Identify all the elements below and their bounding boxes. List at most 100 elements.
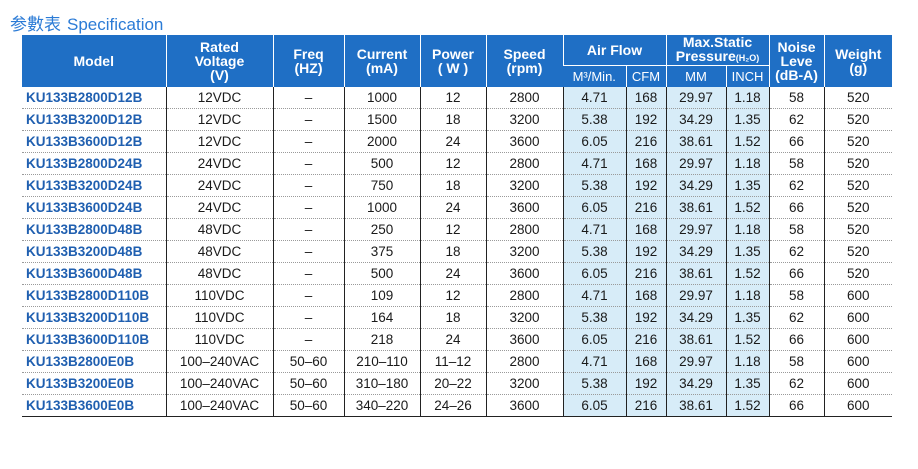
cell-pressure-inch: 1.18 bbox=[725, 350, 770, 373]
table-row: KU133B2800E0B 100–240VAC 50–60 210–110 11–12… bbox=[22, 350, 893, 373]
cell-noise: 58 bbox=[768, 284, 825, 307]
cell-power: 12 bbox=[419, 284, 486, 307]
cell-model: KU133B3200D24B bbox=[22, 174, 166, 197]
cell-weight: 520 bbox=[823, 87, 893, 109]
cell-pressure-mm: 29.97 bbox=[665, 350, 727, 373]
title-chinese: 参數表 bbox=[10, 15, 61, 35]
table-row: KU133B2800D48B 48VDC –250 12 2800 4.71 168 29.9… bbox=[22, 218, 893, 241]
cell-airflow-cfm: 192 bbox=[625, 372, 667, 395]
cell-noise: 66 bbox=[768, 196, 825, 219]
cell-speed: 2800 bbox=[485, 350, 563, 373]
cell-airflow-cfm: 168 bbox=[625, 87, 667, 109]
table-row: KU133B3200D48B 48VDC –375 18 3200 5.38 192 34.2… bbox=[22, 240, 893, 263]
cell-voltage: 12VDC bbox=[165, 130, 273, 153]
cell-pressure-inch: 1.52 bbox=[725, 262, 770, 285]
header-rated-voltage: Rated Voltage (V) bbox=[165, 35, 273, 87]
cell-weight: 520 bbox=[823, 152, 893, 175]
cell-noise: 66 bbox=[768, 262, 825, 285]
cell-speed: 2800 bbox=[485, 218, 563, 241]
cell-pressure-mm: 38.61 bbox=[665, 328, 727, 351]
cell-airflow-cfm: 192 bbox=[625, 240, 667, 263]
cell-airflow-m3: 4.71 bbox=[562, 350, 626, 373]
header-air-flow: Air Flow bbox=[562, 35, 667, 66]
header-pressure-mm: MM bbox=[665, 65, 727, 87]
cell-pressure-inch: 1.52 bbox=[725, 394, 770, 417]
cell-airflow-m3: 4.71 bbox=[562, 152, 626, 175]
cell-weight: 600 bbox=[823, 394, 893, 417]
cell-noise: 62 bbox=[768, 108, 825, 131]
cell-pressure-inch: 1.35 bbox=[725, 372, 770, 395]
cell-power: 24 bbox=[419, 262, 486, 285]
cell-model: KU133B3600D24B bbox=[22, 196, 166, 219]
cell-airflow-cfm: 192 bbox=[625, 108, 667, 131]
table-row: KU133B3600D48B 48VDC –500 24 3600 6.05 216 38.6… bbox=[22, 262, 893, 285]
cell-current: 375 bbox=[343, 240, 420, 263]
cell-voltage: 100–240VAC bbox=[165, 350, 273, 373]
cell-model: KU133B3200D110B bbox=[22, 306, 166, 329]
cell-freq: 50–60 bbox=[272, 394, 344, 417]
cell-voltage: 12VDC bbox=[165, 108, 273, 131]
cell-airflow-m3: 4.71 bbox=[562, 218, 626, 241]
cell-pressure-mm: 38.61 bbox=[665, 130, 727, 153]
cell-airflow-cfm: 168 bbox=[625, 350, 667, 373]
cell-current: 1500 bbox=[343, 108, 420, 131]
cell-model: KU133B2800E0B bbox=[22, 350, 166, 373]
cell-noise: 66 bbox=[768, 394, 825, 417]
cell-airflow-cfm: 216 bbox=[625, 130, 667, 153]
cell-pressure-mm: 34.29 bbox=[665, 108, 727, 131]
cell-current: 2000 bbox=[343, 130, 420, 153]
cell-freq: – bbox=[272, 328, 344, 351]
cell-voltage: 48VDC bbox=[165, 240, 273, 263]
cell-current: 1000 bbox=[343, 196, 420, 219]
specification-table: Model Rated Voltage (V) Freq (HZ) Current (m… bbox=[22, 35, 893, 417]
cell-voltage: 100–240VAC bbox=[165, 372, 273, 395]
cell-noise: 62 bbox=[768, 372, 825, 395]
cell-pressure-mm: 34.29 bbox=[665, 174, 727, 197]
cell-pressure-mm: 38.61 bbox=[665, 196, 727, 219]
cell-airflow-m3: 6.05 bbox=[562, 328, 626, 351]
cell-voltage: 110VDC bbox=[165, 284, 273, 307]
cell-airflow-cfm: 216 bbox=[625, 262, 667, 285]
cell-airflow-cfm: 168 bbox=[625, 218, 667, 241]
table-row: KU133B2800D110B 110VDC –109 12 2800 4.71 168 29… bbox=[22, 284, 893, 307]
cell-power: 12 bbox=[419, 87, 486, 109]
cell-weight: 520 bbox=[823, 218, 893, 241]
cell-voltage: 24VDC bbox=[165, 152, 273, 175]
cell-weight: 520 bbox=[823, 108, 893, 131]
cell-airflow-cfm: 192 bbox=[625, 306, 667, 329]
cell-voltage: 110VDC bbox=[165, 306, 273, 329]
cell-pressure-inch: 1.52 bbox=[725, 196, 770, 219]
cell-current: 750 bbox=[343, 174, 420, 197]
cell-pressure-inch: 1.35 bbox=[725, 240, 770, 263]
cell-pressure-inch: 1.52 bbox=[725, 328, 770, 351]
header-speed: Speed (rpm) bbox=[485, 35, 563, 87]
cell-power: 11–12 bbox=[419, 350, 486, 373]
cell-model: KU133B2800D24B bbox=[22, 152, 166, 175]
table-row: KU133B3200D12B 12VDC –1500 18 3200 5.38 192 34.… bbox=[22, 108, 893, 131]
cell-current: 1000 bbox=[343, 87, 420, 109]
header-model: Model bbox=[22, 35, 166, 87]
cell-airflow-m3: 6.05 bbox=[562, 196, 626, 219]
cell-freq: – bbox=[272, 130, 344, 153]
header-max-static-pressure: Max.Static Pressure(H₂O) bbox=[665, 35, 770, 66]
cell-pressure-inch: 1.18 bbox=[725, 284, 770, 307]
cell-noise: 62 bbox=[768, 174, 825, 197]
title-english: Specification bbox=[67, 15, 164, 34]
table-row: KU133B3600D110B 110VDC –218 24 3600 6.05 216 38… bbox=[22, 328, 893, 351]
cell-voltage: 110VDC bbox=[165, 328, 273, 351]
table-row: KU133B3600D12B 12VDC –2000 24 3600 6.05 216 38.… bbox=[22, 130, 893, 153]
table-row: KU133B2800D12B 12VDC –1000 12 2800 4.71 168 29.… bbox=[22, 87, 893, 109]
cell-noise: 58 bbox=[768, 152, 825, 175]
cell-noise: 58 bbox=[768, 218, 825, 241]
cell-power: 24 bbox=[419, 196, 486, 219]
cell-freq: – bbox=[272, 218, 344, 241]
cell-current: 310–180 bbox=[343, 372, 420, 395]
cell-airflow-cfm: 168 bbox=[625, 284, 667, 307]
cell-freq: – bbox=[272, 152, 344, 175]
cell-pressure-inch: 1.35 bbox=[725, 306, 770, 329]
header-power: Power( W ) bbox=[419, 35, 486, 87]
table-row: KU133B3600E0B 100–240VAC 50–60 340–220 24–26… bbox=[22, 394, 893, 417]
cell-speed: 3200 bbox=[485, 240, 563, 263]
cell-voltage: 24VDC bbox=[165, 174, 273, 197]
cell-model: KU133B3600E0B bbox=[22, 394, 166, 417]
